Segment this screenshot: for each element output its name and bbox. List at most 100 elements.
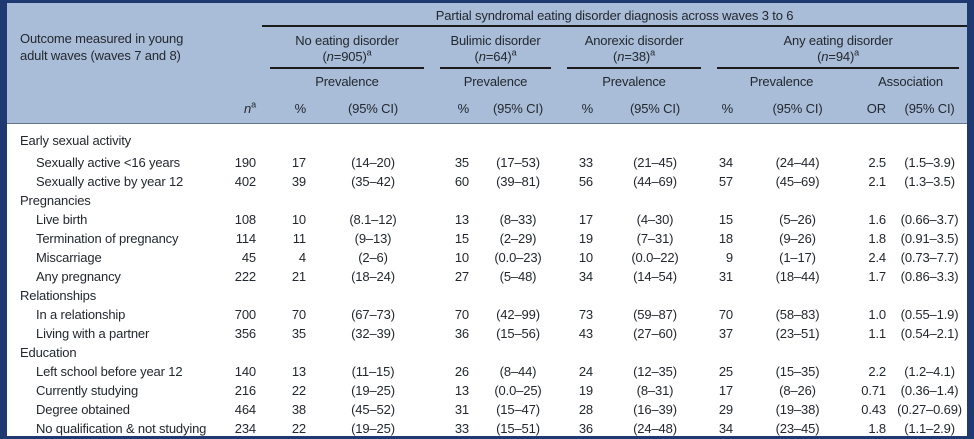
table-body: Early sexual activity Sexually active <16… — [7, 123, 967, 436]
pct-value: 15 — [718, 211, 733, 227]
or-value: 1.8 — [868, 230, 886, 246]
table-row: Sexually active by year 12 402 39 (35–42) 60… — [7, 172, 967, 191]
n-value: 45 — [241, 249, 256, 265]
n-value: 356 — [234, 325, 256, 341]
ci-column-header: (95% CI) — [772, 100, 823, 116]
ci-value: (15–56) — [496, 325, 540, 341]
ci-column-header: (95% CI) — [904, 100, 955, 116]
table-header: Partial syndromal eating disorder diagno… — [7, 3, 967, 123]
pct-column-header: % — [294, 100, 307, 116]
table-title: Partial syndromal eating disorder diagno… — [262, 3, 967, 27]
ci-value: (0.36–1.4) — [900, 382, 959, 398]
row-label: In a relationship — [36, 306, 126, 322]
group-label: Anorexic disorder (n=38)a — [584, 33, 684, 64]
pct-value: 39 — [291, 173, 306, 189]
ci-value: (45–52) — [351, 401, 395, 417]
or-value: 1.0 — [868, 306, 886, 322]
ci-value: (27–60) — [633, 325, 677, 341]
pct-value: 60 — [454, 173, 469, 189]
or-value: 1.6 — [868, 211, 886, 227]
or-value: 2.2 — [868, 363, 886, 379]
ci-value: (18–44) — [775, 268, 820, 284]
ci-value: (8–26) — [779, 382, 816, 398]
or-value: 2.4 — [868, 249, 886, 265]
n-column-header: na — [244, 99, 256, 116]
pct-value: 19 — [578, 230, 593, 246]
ci-value: (24–48) — [633, 420, 677, 436]
pct-value: 70 — [291, 306, 306, 322]
table-row: Termination of pregnancy 114 11 (9–13) 15 (2–… — [7, 229, 967, 248]
pct-value: 35 — [454, 154, 469, 170]
row-label: Living with a partner — [36, 325, 150, 341]
n-value: 464 — [234, 401, 256, 417]
table-row: Any pregnancy 222 21 (18–24) 27 (5–48) 34 (14–5… — [7, 267, 967, 286]
ci-value: (1.2–4.1) — [904, 363, 955, 379]
ci-value: (0.27–0.69) — [897, 401, 962, 417]
ci-value: (0.91–3.5) — [900, 230, 959, 246]
ci-value: (2–29) — [499, 230, 537, 246]
ci-column-header: (95% CI) — [629, 100, 681, 116]
pct-value: 17 — [718, 382, 733, 398]
pct-value: 31 — [718, 268, 733, 284]
pct-value: 10 — [291, 211, 306, 227]
table-row: Currently studying 216 22 (19–25) 13 (0.0–25)… — [7, 381, 967, 400]
n-value: 114 — [235, 230, 256, 246]
pct-value: 19 — [578, 382, 593, 398]
pct-value: 13 — [291, 363, 306, 379]
pct-value: 56 — [578, 173, 593, 189]
ci-value: (21–45) — [633, 154, 677, 170]
group-label: No eating disorder (n=905)a — [295, 33, 399, 64]
pct-value: 73 — [578, 306, 593, 322]
table-row: Sexually active <16 years 190 17 (14–20) 35 (… — [7, 153, 967, 172]
pct-value: 34 — [578, 268, 593, 284]
pct-value: 57 — [718, 173, 733, 189]
ci-value: (19–38) — [775, 401, 820, 417]
ci-column-header: (95% CI) — [347, 100, 399, 116]
ci-value: (42–99) — [496, 306, 540, 322]
pct-value: 33 — [454, 420, 469, 436]
outcomes-table: Partial syndromal eating disorder diagno… — [7, 3, 967, 436]
row-label: Sexually active by year 12 — [36, 173, 184, 189]
section-label: Early sexual activity — [20, 133, 132, 148]
or-value: 2.5 — [868, 154, 886, 170]
ci-value: (0.66–3.7) — [900, 211, 959, 227]
group-label: Any eating disorder (n=94)a — [783, 33, 893, 64]
pct-value: 33 — [578, 154, 593, 170]
row-label: Left school before year 12 — [36, 363, 183, 379]
group-underline — [717, 67, 960, 69]
row-label: Miscarriage — [36, 249, 102, 265]
row-label: No qualification & not studying — [36, 420, 207, 436]
ci-value: (17–53) — [496, 154, 540, 170]
ci-value: (8.1–12) — [349, 211, 397, 227]
pct-value: 24 — [578, 363, 593, 379]
ci-value: (67–73) — [351, 306, 395, 322]
row-label: Sexually active <16 years — [36, 154, 181, 170]
ci-value: (0.0–25) — [494, 382, 542, 398]
section-label: Pregnancies — [20, 192, 91, 208]
row-label: Live birth — [36, 211, 88, 227]
pct-value: 36 — [578, 420, 593, 436]
ci-value: (19–25) — [351, 382, 395, 398]
pct-value: 27 — [454, 268, 469, 284]
pct-value: 25 — [718, 363, 733, 379]
table-row: Degree obtained 464 38 (45–52) 31 (15–47) 28 (1… — [7, 400, 967, 419]
pct-value: 22 — [291, 420, 306, 436]
pct-value: 17 — [291, 154, 306, 170]
ci-value: (2–6) — [358, 249, 388, 265]
group-underline — [270, 67, 424, 69]
ci-value: (23–45) — [775, 420, 820, 436]
group-underline — [567, 67, 701, 69]
group-header-no-eating-disorder: No eating disorder (n=905)a — [262, 26, 432, 69]
subheader-prevalence-3: Prevalence — [602, 73, 666, 89]
footnote-marker: a — [511, 47, 517, 58]
ci-value: (0.54–2.1) — [900, 325, 959, 341]
pct-value: 38 — [291, 401, 306, 417]
ci-value: (14–20) — [351, 154, 395, 170]
spacer-cell — [212, 69, 262, 94]
row-label: Degree obtained — [36, 401, 130, 417]
section-label: Relationships — [20, 287, 97, 303]
ci-value: (16–39) — [633, 401, 677, 417]
pct-value: 13 — [454, 211, 469, 227]
n-value: 402 — [234, 173, 256, 189]
